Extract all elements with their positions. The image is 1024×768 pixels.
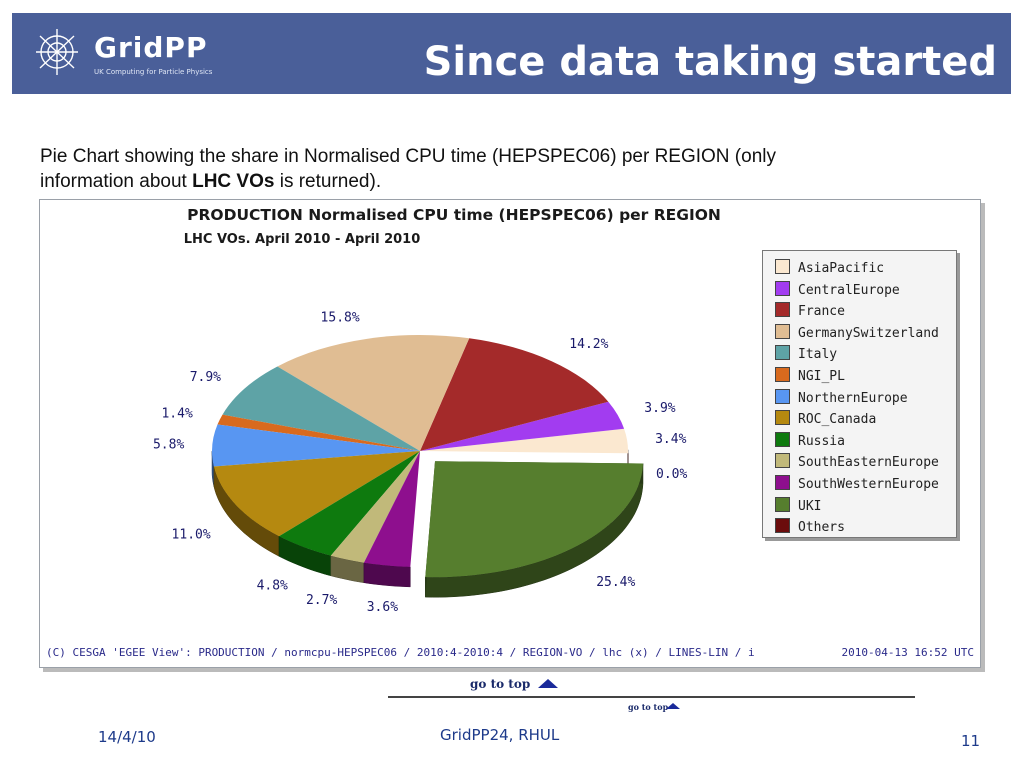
go-to-top-small-arrow-icon[interactable]: [666, 703, 680, 709]
legend-item-russia: Russia: [775, 431, 845, 452]
footer-date: 14/4/10: [98, 728, 156, 746]
go-to-top-link[interactable]: go to top: [470, 677, 531, 691]
legend-swatch-italy: [775, 345, 790, 361]
legend-item-germanyswitzerland: GermanySwitzerland: [775, 323, 939, 344]
pie-slice-france: [420, 338, 609, 451]
legend-swatch-uki: [775, 496, 790, 512]
caption-line-2-prefix: information about: [40, 171, 193, 192]
chart-timestamp: 2010-04-13 16:52 UTC: [841, 646, 974, 659]
legend-item-northerneurope: NorthernEurope: [775, 388, 908, 409]
pie-slice-italy: [222, 366, 420, 451]
legend-label-russia: Russia: [798, 433, 845, 449]
legend-item-france: France: [775, 302, 845, 322]
legend-swatch-southeasterneurope: [775, 453, 790, 469]
pie-slice-russia: [279, 451, 420, 556]
legend-label-centraleurope: CentralEurope: [798, 282, 900, 298]
legend-label-roc_canada: ROC_Canada: [798, 412, 877, 428]
legend-swatch-france: [775, 302, 790, 318]
chart-source-line: (C) CESGA 'EGEE View': PRODUCTION / norm…: [46, 646, 755, 659]
gridpp-globe-icon: [36, 29, 78, 75]
slide-title: Since data taking started: [423, 39, 997, 85]
legend-item-others: Others: [775, 518, 845, 538]
pie-label-southeasterneurope: 2.7%: [306, 593, 337, 608]
pie-label-italy: 7.9%: [190, 370, 221, 385]
pie-label-russia: 4.8%: [257, 578, 288, 593]
pie-slice-roc_canada: [213, 451, 420, 537]
legend-label-northerneurope: NorthernEurope: [798, 390, 908, 406]
pie-label-uki: 25.4%: [596, 575, 635, 590]
legend-label-germanyswitzerland: GermanySwitzerland: [798, 325, 939, 341]
caption-line-2-bold: LHC VOs: [192, 171, 275, 192]
chart-legend: AsiaPacific CentralEurope France GermanySwi…: [762, 250, 957, 538]
pie-label-others: 0.0%: [656, 467, 687, 482]
legend-swatch-northerneurope: [775, 388, 790, 404]
legend-swatch-centraleurope: [775, 280, 790, 296]
legend-label-asiapacific: AsiaPacific: [798, 261, 885, 276]
legend-item-southwesterneurope: SouthWesternEurope: [775, 475, 939, 495]
chart-frame: PRODUCTION Normalised CPU time (HEPSPEC0…: [39, 199, 981, 668]
legend-item-roc_canada: ROC_Canada: [775, 410, 876, 430]
legend-item-uki: UKI: [775, 496, 822, 517]
pie-label-germanyswitzerland: 15.8%: [321, 311, 360, 326]
go-to-top-arrow-icon[interactable]: [538, 679, 558, 688]
pie-label-ngi_pl: 1.4%: [161, 407, 192, 422]
legend-label-france: France: [798, 304, 845, 320]
pie-slice-southwesterneurope: [363, 451, 420, 567]
legend-item-southeasterneurope: SouthEasternEurope: [775, 453, 939, 473]
slide-header: GridPP UK Computing for Particle Physics…: [12, 13, 1011, 94]
pie-slice-centraleurope: [420, 401, 625, 451]
gridpp-logo: GridPP UK Computing for Particle Physics: [34, 21, 234, 87]
legend-item-italy: Italy: [775, 345, 837, 365]
legend-label-uki: UKI: [798, 498, 822, 514]
legend-swatch-asiapacific: [775, 259, 790, 274]
legend-label-southeasterneurope: SouthEasternEurope: [798, 455, 939, 471]
legend-swatch-ngi_pl: [775, 367, 790, 382]
pie-slice-germanyswitzerland: [277, 334, 470, 451]
legend-swatch-roc_canada: [775, 410, 790, 426]
pie-label-centraleurope: 3.9%: [644, 401, 675, 416]
behind-chart-strip: [388, 673, 915, 698]
legend-item-ngi_pl: NGI_PL: [775, 367, 845, 387]
legend-item-asiapacific: AsiaPacific: [775, 259, 884, 279]
legend-label-southwesterneurope: SouthWesternEurope: [798, 477, 939, 492]
chart-subtitle-text: LHC VOs. April 2010 - April 2010: [183, 232, 421, 247]
logo-subtitle: UK Computing for Particle Physics: [94, 68, 213, 76]
legend-label-italy: Italy: [798, 347, 838, 363]
pie-slice-southeasterneurope: [330, 451, 420, 563]
pie-slice-ngi_pl: [217, 414, 420, 451]
caption-line-2-suffix: is returned).: [274, 171, 382, 192]
chart-title: PRODUCTION Normalised CPU time (HEPSPEC0…: [187, 206, 721, 224]
legend-item-centraleurope: CentralEurope: [775, 280, 900, 301]
pie-slice-asiapacific: [420, 428, 629, 454]
logo-text: GridPP: [94, 31, 208, 64]
legend-swatch-others: [775, 518, 790, 534]
go-to-top-link-small[interactable]: go to top: [628, 702, 669, 712]
pie-label-roc_canada: 11.0%: [172, 528, 211, 543]
pie-label-southwesterneurope: 3.6%: [367, 600, 398, 615]
legend-swatch-southwesterneurope: [775, 475, 790, 490]
legend-swatch-germanyswitzerland: [775, 323, 790, 339]
pie-label-asiapacific: 3.4%: [655, 432, 686, 447]
caption-line-1: Pie Chart showing the share in Normalise…: [40, 146, 776, 167]
pie-label-france: 14.2%: [569, 337, 608, 352]
pie-slice-uki: [425, 461, 643, 578]
legend-label-ngi_pl: NGI_PL: [798, 369, 845, 384]
footer-event: GridPP24, RHUL: [440, 726, 560, 744]
pie-slice-northerneurope: [212, 424, 420, 467]
caption-line-2: information about LHC VOs is returned).: [40, 169, 920, 194]
chart-caption: Pie Chart showing the share in Normalise…: [40, 144, 920, 194]
pie-label-northerneurope: 5.8%: [153, 437, 184, 452]
legend-swatch-russia: [775, 431, 790, 447]
pie-chart: 3.4% 3.9% 14.2% 15.8% 7.9% 1.4% 5.8% 11.0% 4.8% 2…: [153, 311, 687, 616]
chart-subtitle: LHC VOs. April 2010 - April 2010: [38, 232, 986, 247]
footer-page-number: 11: [961, 732, 981, 750]
legend-label-others: Others: [798, 520, 845, 536]
